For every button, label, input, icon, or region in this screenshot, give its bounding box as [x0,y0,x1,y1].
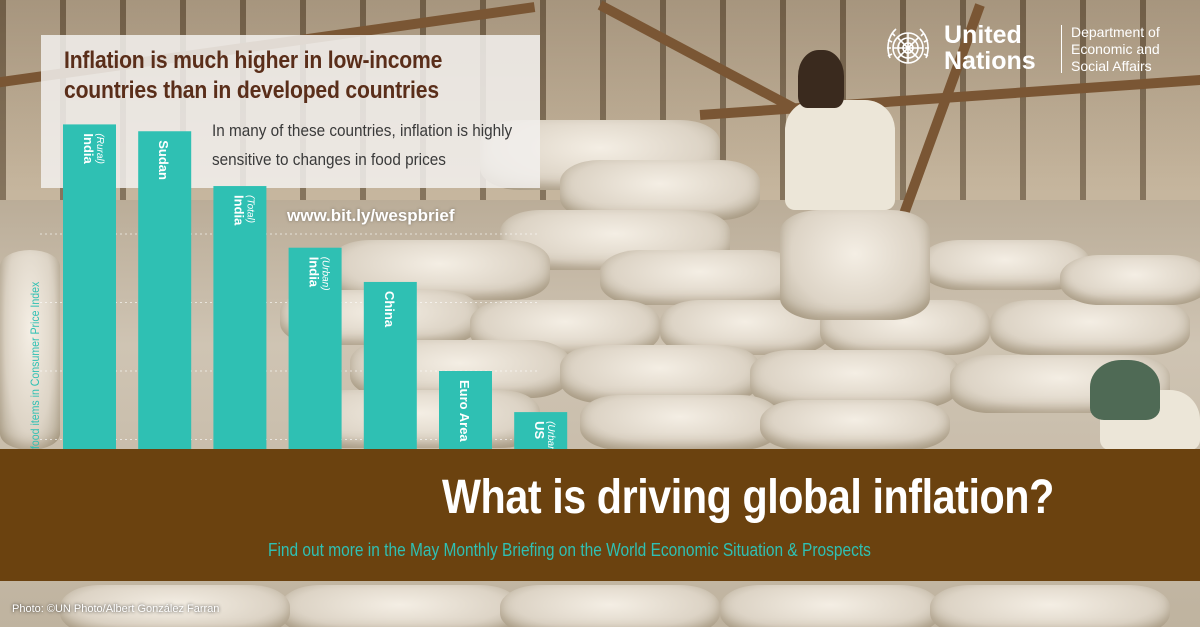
sack [600,250,800,305]
bottom-banner [0,449,1200,581]
worker-shirt [785,100,895,210]
sack [280,290,480,345]
header-panel [41,35,540,188]
call-to-action: Find out more in the May Monthly Briefin… [268,540,871,560]
sack [750,350,960,408]
un-department-name: Department of Economic and Social Affair… [1071,24,1160,74]
sack [300,390,540,448]
sack [280,585,520,627]
photo-credit: Photo: ©UN Photo/Albert González Farran [12,603,220,615]
sack [500,585,720,627]
sack [0,250,60,450]
sack [760,400,950,450]
sack [60,585,290,627]
un-org-name: United Nations [944,21,1036,75]
sack [560,345,760,403]
sack [580,395,780,450]
worker-head [1090,360,1160,420]
chart-title: Inflation is much higher in low-income c… [64,47,443,104]
un-emblem-icon [887,28,929,64]
sack [720,585,940,627]
brief-link[interactable]: www.bit.ly/wespbrief [287,206,455,225]
sack [990,300,1190,355]
sack [780,210,930,320]
sack [1060,255,1200,305]
un-logo: United Nations Department of Economic an… [882,22,1172,78]
chart-subtitle: In many of these countries, inflation is… [212,121,513,169]
headline: What is driving global inflation? [442,471,1054,524]
worker-head [798,50,844,108]
sack [930,585,1170,627]
logo-divider [1061,25,1062,73]
